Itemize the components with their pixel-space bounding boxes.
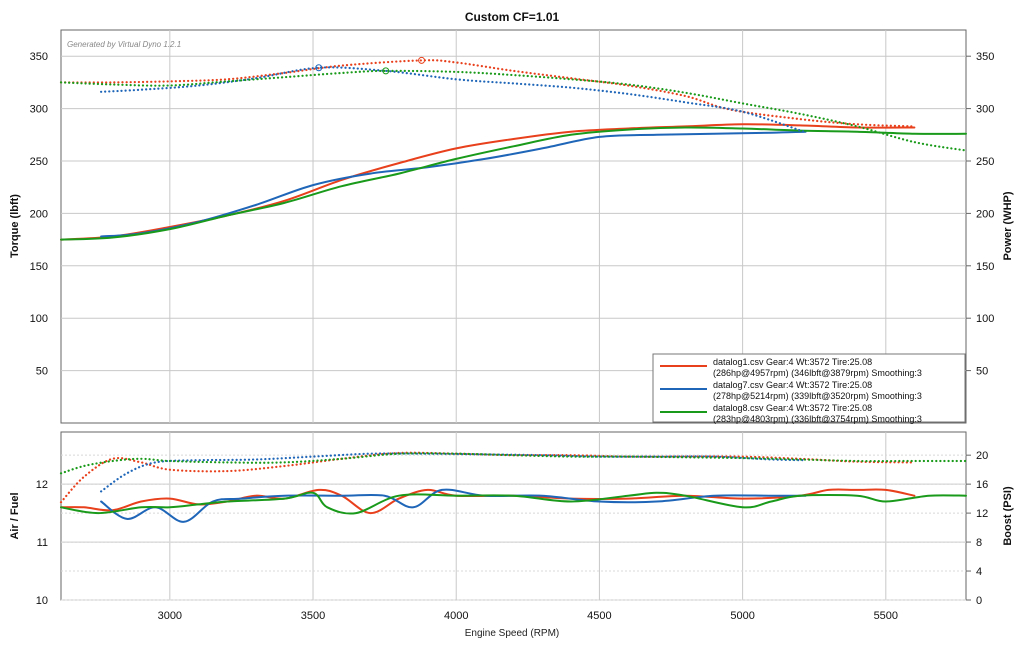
y-tick-label: 100 <box>30 313 48 325</box>
y2-tick-label: 16 <box>976 479 988 491</box>
air-fuel-axis-ticks: 10 11 12 <box>36 479 48 607</box>
power-torque-grid <box>61 30 966 423</box>
y-tick-label: 11 <box>37 537 48 549</box>
x-tick-label: 5000 <box>730 610 754 622</box>
y2-tick-label: 350 <box>976 51 994 63</box>
x-tick-label: 3500 <box>301 610 325 622</box>
y-tick-label: 200 <box>30 208 48 220</box>
datalog8-peak-marker <box>382 67 390 75</box>
legend: datalog1.csv Gear:4 Wt:3572 Tire:25.08(2… <box>652 353 966 424</box>
datalog8-legend-detail: (283hp@4803rpm) (336lbft@3754rpm) Smooth… <box>713 414 922 424</box>
y2-tick-label: 150 <box>976 261 994 273</box>
datalog1-peak-marker <box>418 56 426 64</box>
datalog1-dotted-line <box>59 59 916 128</box>
air-fuel-plot-area <box>60 431 967 601</box>
peak-markers <box>315 56 426 75</box>
y2-tick-label: 20 <box>976 450 988 462</box>
y2-tick-label: 12 <box>976 508 988 520</box>
y-tick-label: 10 <box>36 595 48 607</box>
y-tick-label: 300 <box>30 104 48 116</box>
x-tick-label: 5500 <box>874 610 898 622</box>
boost-axis-label: Boost (PSI) <box>1002 486 1014 546</box>
datalog8-solid-line <box>60 126 967 241</box>
y2-tick-label: 200 <box>976 208 994 220</box>
y2-tick-label: 0 <box>976 595 982 607</box>
y-tick-label: 150 <box>30 261 48 273</box>
boost-axis-ticks: 0 4 8 12 16 20 <box>966 450 988 607</box>
y2-tick-label: 8 <box>976 537 982 549</box>
y-tick-label: 350 <box>30 51 48 63</box>
air-fuel-boost-panel: 10 11 12 0 4 8 12 16 20 Air / Fuel Boost (PSI) <box>9 431 1014 607</box>
air-fuel-axis-label: Air / Fuel <box>9 492 21 539</box>
rpm-axis-label: Engine Speed (RPM) <box>465 628 560 639</box>
power-torque-series <box>59 59 968 241</box>
y-tick-label: 12 <box>36 479 48 491</box>
datalog8-legend-label: datalog8.csv Gear:4 Wt:3572 Tire:25.08 <box>713 403 872 413</box>
watermark: Generated by Virtual Dyno 1.2.1 <box>67 40 181 49</box>
y2-tick-label: 4 <box>976 566 982 578</box>
y2-tick-label: 250 <box>976 156 994 168</box>
datalog7-peak-marker <box>315 64 323 72</box>
y-tick-label: 50 <box>36 366 48 378</box>
datalog7-legend-label: datalog7.csv Gear:4 Wt:3572 Tire:25.08 <box>713 380 872 390</box>
datalog8-dotted-line <box>59 69 968 152</box>
datalog1-legend-label: datalog1.csv Gear:4 Wt:3572 Tire:25.08 <box>713 357 872 367</box>
torque-axis-label: Torque (lbft) <box>9 194 21 258</box>
datalog8-dotted-line <box>59 452 968 475</box>
torque-axis-ticks: 50 100 150 200 250 300 350 <box>30 51 48 377</box>
air-fuel-boost-series <box>59 451 968 523</box>
chart-title: Custom CF=1.01 <box>465 10 560 24</box>
x-tick-label: 3000 <box>158 610 182 622</box>
datalog7-legend-detail: (278hp@5214rpm) (339lbft@3520rpm) Smooth… <box>713 391 922 401</box>
y-tick-label: 250 <box>30 156 48 168</box>
y2-tick-label: 100 <box>976 313 994 325</box>
x-tick-label: 4500 <box>587 610 611 622</box>
power-axis-ticks: 50 100 150 200 250 300 350 <box>966 51 994 378</box>
rpm-axis-ticks: 3000 3500 4000 4500 5000 5500 <box>158 610 898 622</box>
datalog7-dotted-line <box>100 66 805 133</box>
y2-tick-label: 50 <box>976 366 988 378</box>
power-axis-label: Power (WHP) <box>1002 191 1014 260</box>
datalog1-legend-detail: (286hp@4957rpm) (346lbft@3879rpm) Smooth… <box>713 368 922 378</box>
x-tick-label: 4000 <box>444 610 468 622</box>
y2-tick-label: 300 <box>976 104 994 116</box>
datalog8-solid-line <box>60 491 967 515</box>
datalog7-solid-line <box>100 488 807 523</box>
